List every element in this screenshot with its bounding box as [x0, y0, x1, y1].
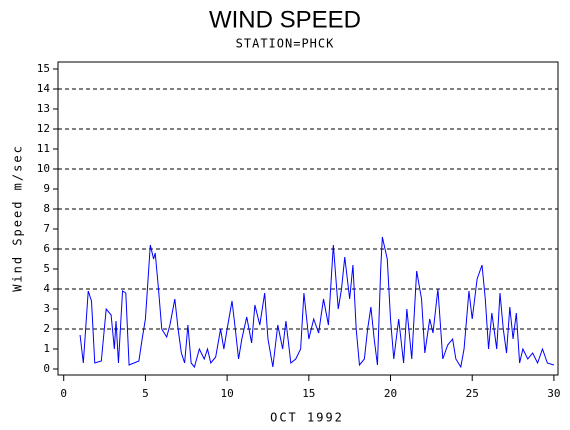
- y-tick-label: 9: [43, 182, 50, 195]
- x-tick-label: 10: [220, 387, 233, 400]
- y-tick-label: 13: [37, 102, 50, 115]
- y-tick-label: 4: [43, 282, 50, 295]
- y-tick-label: 12: [37, 122, 50, 135]
- y-tick-label: 0: [43, 362, 50, 375]
- y-tick-label: 7: [43, 222, 50, 235]
- y-axis-label: Wind Speed m/sec: [11, 144, 25, 292]
- chart-subtitle: STATION=PHCK: [236, 37, 335, 51]
- x-tick-label: 30: [547, 387, 560, 400]
- chart-title: WIND SPEED: [209, 6, 361, 33]
- y-tick-label: 2: [43, 322, 50, 335]
- x-tick-label: 20: [384, 387, 397, 400]
- x-tick-label: 5: [142, 387, 149, 400]
- x-tick-label: 0: [60, 387, 67, 400]
- y-tick-label: 15: [37, 62, 50, 75]
- y-tick-label: 3: [43, 302, 50, 315]
- y-tick-label: 6: [43, 242, 50, 255]
- x-tick-label: 25: [466, 387, 479, 400]
- y-tick-label: 10: [37, 162, 50, 175]
- data-line: [79, 236, 555, 369]
- y-tick-label: 14: [37, 82, 51, 95]
- x-axis-label: OCT 1992: [270, 411, 344, 425]
- y-tick-label: 5: [43, 262, 50, 275]
- plot-frame: [57, 61, 559, 376]
- y-tick-label: 1: [43, 342, 50, 355]
- y-tick-label: 11: [37, 142, 50, 155]
- y-tick-label: 8: [43, 202, 50, 215]
- x-tick-label: 15: [302, 387, 315, 400]
